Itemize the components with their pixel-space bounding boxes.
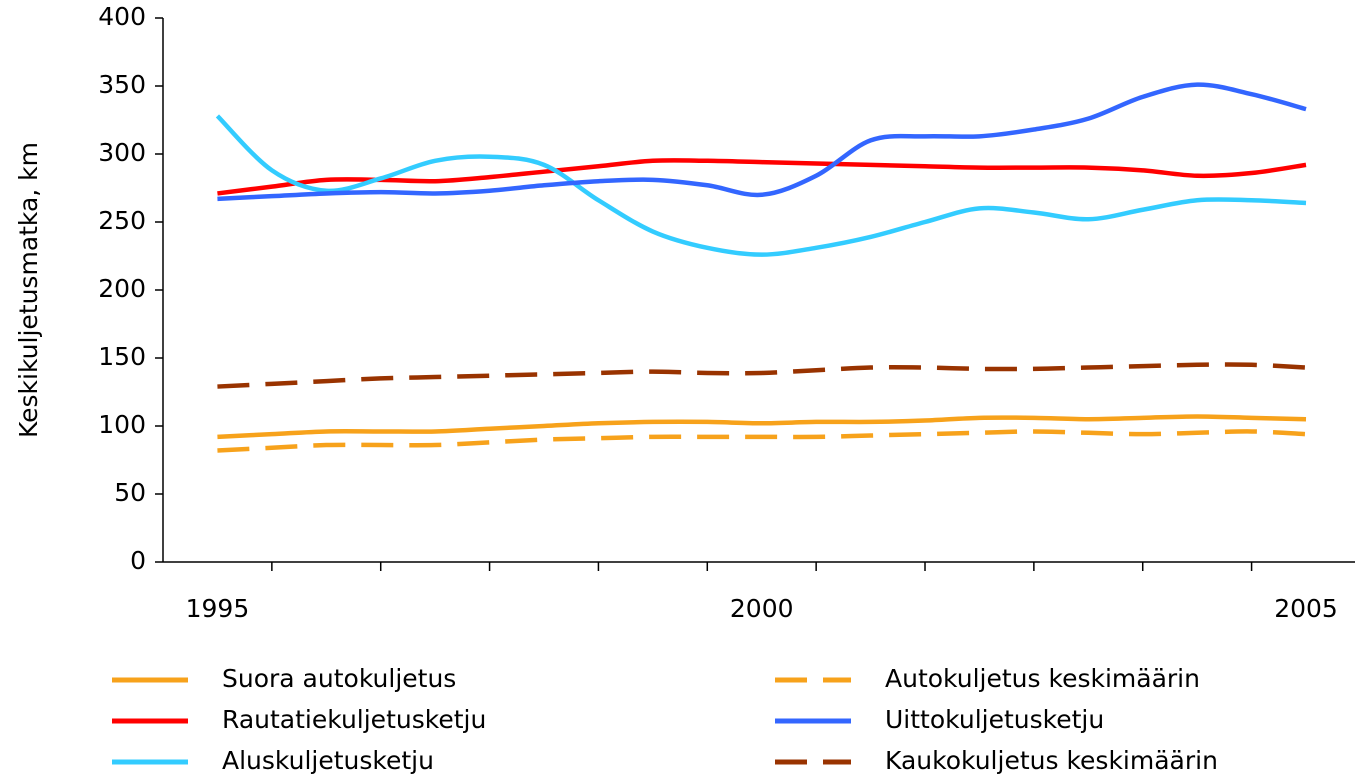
x-tick-label: 1995 xyxy=(186,594,250,623)
x-tick-label: 2005 xyxy=(1274,594,1338,623)
series-line xyxy=(217,429,1307,453)
y-tick-label: 200 xyxy=(98,274,146,303)
legend-label: Autokuljetus keskimäärin xyxy=(885,664,1200,693)
series-line xyxy=(217,362,1307,389)
y-tick-label: 350 xyxy=(98,70,146,99)
y-tick-label: 300 xyxy=(98,138,146,167)
legend-label: Suora autokuljetus xyxy=(222,664,456,693)
legend-label: Aluskuljetusketju xyxy=(222,746,434,775)
y-tick-label: 150 xyxy=(98,342,146,371)
y-tick-label: 100 xyxy=(98,410,146,439)
series-line xyxy=(217,82,1307,202)
y-tick-label: 400 xyxy=(98,2,146,31)
x-tick-label: 2000 xyxy=(730,594,794,623)
y-tick-label: 250 xyxy=(98,206,146,235)
series-line xyxy=(217,414,1307,440)
y-tick-label: 0 xyxy=(130,546,146,575)
y-axis-label: Keskikuljetusmatka, km xyxy=(14,142,43,438)
series-line xyxy=(217,158,1307,196)
y-tick-label: 50 xyxy=(114,478,146,507)
legend-label: Uittokuljetusketju xyxy=(885,705,1104,734)
legend-label: Kaukokuljetus keskimäärin xyxy=(885,746,1218,775)
legend-label: Rautatiekuljetusketju xyxy=(222,705,486,734)
series-line xyxy=(215,114,1307,257)
